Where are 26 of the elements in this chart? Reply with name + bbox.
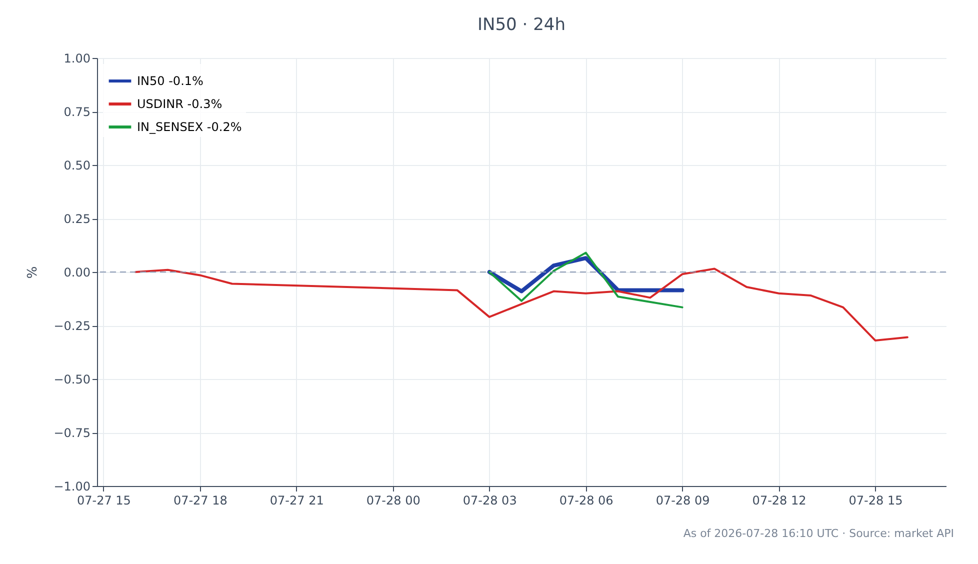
x-tick-label: 07-28 12 bbox=[752, 494, 806, 508]
line-series bbox=[134, 268, 908, 342]
y-tick-label: 1.00 bbox=[64, 52, 90, 66]
x-tick-label: 07-28 00 bbox=[366, 494, 420, 508]
legend-label: IN50 -0.1% bbox=[137, 74, 204, 88]
x-tick-label: 07-28 15 bbox=[848, 494, 903, 508]
chart-title: IN50 · 24h bbox=[478, 15, 566, 35]
y-tick-label: −1.00 bbox=[54, 480, 90, 494]
y-tick-label: −0.25 bbox=[54, 319, 90, 333]
y-tick-label: 0.50 bbox=[64, 158, 90, 172]
text: As of 2026-07-28 16:10 UTC · Source: market API bbox=[683, 527, 954, 540]
y-tick-label: 0.25 bbox=[64, 212, 90, 226]
x-tick-label: 07-27 18 bbox=[173, 494, 228, 508]
y-axis-title: % bbox=[26, 266, 41, 279]
legend-label: IN_SENSEX -0.2% bbox=[137, 120, 242, 134]
x-tick-label: 07-28 03 bbox=[462, 494, 517, 508]
x-tick-label: 07-27 15 bbox=[76, 494, 131, 508]
y-tick-label: −0.75 bbox=[54, 426, 90, 440]
x-tick-label: 07-27 21 bbox=[270, 494, 324, 508]
legend-label: USDINR -0.3% bbox=[137, 97, 222, 111]
x-tick-label: 07-28 09 bbox=[656, 494, 710, 508]
line-series bbox=[488, 252, 684, 308]
x-tick-label: 07-28 06 bbox=[559, 494, 614, 508]
y-tick-label: 0.75 bbox=[64, 105, 90, 119]
y-tick-label: −0.50 bbox=[54, 372, 90, 386]
y-tick-label: 0.00 bbox=[64, 266, 90, 280]
